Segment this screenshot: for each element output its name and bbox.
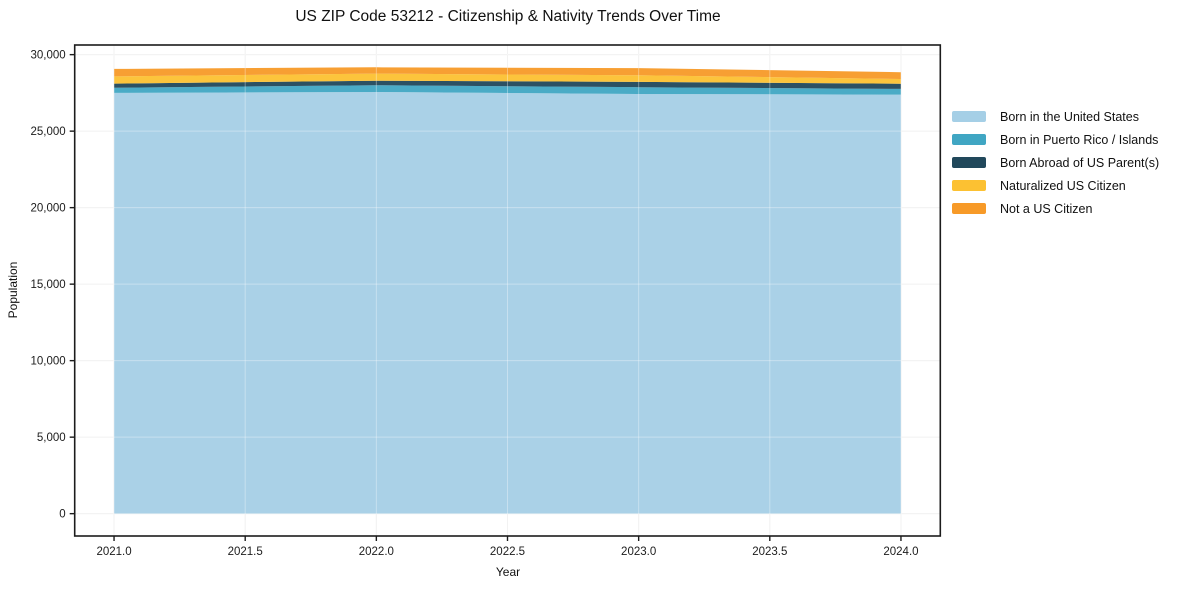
y-tick-label: 0 <box>59 509 65 521</box>
legend-swatch-icon <box>952 203 986 214</box>
x-tick-label: 2022.5 <box>490 546 525 558</box>
x-tick-label: 2023.5 <box>752 546 787 558</box>
x-axis-label: Year <box>495 565 521 579</box>
y-tick-label: 5,000 <box>37 432 66 444</box>
legend-swatch-icon <box>952 180 986 191</box>
legend-item-born-in-puerto-rico-islands: Born in Puerto Rico / Islands <box>952 132 1159 147</box>
x-tick-label: 2021.0 <box>96 546 131 558</box>
legend-label: Not a US Citizen <box>1000 201 1093 216</box>
x-tick-label: 2024.0 <box>883 546 918 558</box>
x-tick-label: 2021.5 <box>228 546 263 558</box>
legend-swatch-icon <box>952 134 986 145</box>
legend-item-born-in-the-united-states: Born in the United States <box>952 109 1159 124</box>
area-not-a-us-citizen <box>114 67 901 79</box>
legend-swatch-icon <box>952 157 986 168</box>
legend-item-born-abroad-of-us-parent-s: Born Abroad of US Parent(s) <box>952 155 1160 170</box>
y-tick-label: 15,000 <box>31 279 66 291</box>
legend-label: Born in Puerto Rico / Islands <box>1000 132 1159 147</box>
area-born-abroad-of-us-parent-s <box>114 80 901 89</box>
x-tick-label: 2023.0 <box>621 546 656 558</box>
y-tick-label: 25,000 <box>31 126 66 138</box>
area-naturalized-us-citizen <box>114 73 901 84</box>
legend-item-not-a-us-citizen: Not a US Citizen <box>952 201 1159 216</box>
legend-item-naturalized-us-citizen: Naturalized US Citizen <box>952 178 1159 193</box>
legend-label: Born Abroad of US Parent(s) <box>1000 155 1160 170</box>
y-tick-label: 10,000 <box>31 356 66 368</box>
y-tick-label: 20,000 <box>31 203 66 215</box>
area-born-in-the-united-states <box>114 92 901 514</box>
chart-title: US ZIP Code 53212 - Citizenship & Nativi… <box>295 8 721 25</box>
legend-label: Born in the United States <box>1000 109 1139 124</box>
x-tick-label: 2022.0 <box>359 546 394 558</box>
legend-label: Naturalized US Citizen <box>1000 178 1126 193</box>
legend: Born in the United States Born in Puerto … <box>952 110 1159 225</box>
y-tick-label: 30,000 <box>31 50 66 62</box>
legend-swatch-icon <box>952 111 986 122</box>
y-axis-label: Population <box>6 261 20 319</box>
area-born-in-puerto-rico-islands <box>114 85 901 95</box>
